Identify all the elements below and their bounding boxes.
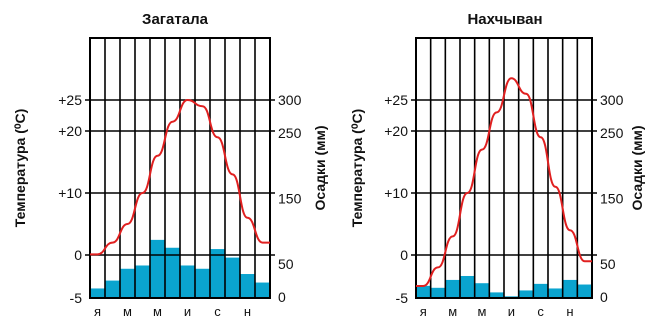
y-axis-label-right: Осадки (мм) xyxy=(629,125,645,210)
precip-tick-label: 50 xyxy=(600,256,616,272)
precip-bar xyxy=(165,247,180,298)
precip-tick-label: 0 xyxy=(600,289,608,305)
precip-bar xyxy=(150,239,165,298)
precip-tick-label: 50 xyxy=(278,256,294,272)
temp-tick-label: +25 xyxy=(384,92,408,108)
precip-tick-label: 150 xyxy=(278,191,302,207)
y-axis-label-left: Температура (⁰С) xyxy=(349,109,365,227)
month-label: и xyxy=(508,304,515,319)
temp-tick-label: +20 xyxy=(58,123,82,139)
month-label: м xyxy=(123,304,132,319)
precip-tick-label: 250 xyxy=(600,125,624,141)
precip-tick-label: 300 xyxy=(278,92,302,108)
month-label: с xyxy=(214,304,221,319)
precip-bar xyxy=(225,257,240,298)
precip-bar xyxy=(518,290,534,298)
temperature-line xyxy=(90,98,270,256)
precip-bar xyxy=(562,279,578,298)
precip-bar xyxy=(460,275,475,298)
temp-tick-label: +10 xyxy=(384,185,408,201)
month-label: и xyxy=(184,304,191,319)
chart-zagatala: Загатала +25 +20 +10 0 -5 300 250 150 50 0 я м м и с н Те… xyxy=(12,11,328,319)
month-label: с xyxy=(537,304,544,319)
temp-tick-label: -5 xyxy=(396,290,409,306)
month-label: м xyxy=(478,304,487,319)
y-axis-label-right: Осадки (мм) xyxy=(312,125,328,210)
month-label: н xyxy=(566,304,573,319)
month-label: н xyxy=(244,304,251,319)
chart-title: Нахчыван xyxy=(467,11,542,28)
precip-bar xyxy=(90,288,105,298)
month-label: м xyxy=(153,304,162,319)
precip-tick-label: 0 xyxy=(278,289,286,305)
temp-tick-label: +20 xyxy=(384,123,408,139)
precip-bar xyxy=(195,268,210,298)
precip-bar xyxy=(105,280,120,298)
precip-tick-label: 250 xyxy=(278,125,302,141)
chart-title: Загатала xyxy=(142,11,209,28)
precip-bar xyxy=(489,292,504,298)
temp-tick-label: -5 xyxy=(70,290,83,306)
precip-bar xyxy=(474,283,490,298)
plot-frame xyxy=(415,37,593,299)
precip-bar xyxy=(445,279,460,298)
temp-tick-label: +25 xyxy=(58,92,82,108)
temp-tick-label: +10 xyxy=(58,185,82,201)
precip-bar xyxy=(430,287,446,298)
precip-bar xyxy=(533,283,548,298)
precip-bar xyxy=(577,284,592,298)
precip-bar xyxy=(240,274,255,298)
plot-frame xyxy=(89,37,271,299)
temp-tick-label: 0 xyxy=(74,247,82,263)
temperature-line xyxy=(415,77,592,287)
precip-bar xyxy=(255,282,270,298)
precip-tick-label: 150 xyxy=(600,191,624,207)
precip-bar xyxy=(120,268,135,298)
chart-nakhchivan: Нахчыван +25 +20 +10 0 -5 300 250 150 50 0 я м м и с н Те… xyxy=(349,11,645,319)
month-label: я xyxy=(420,304,427,319)
month-label: м xyxy=(448,304,457,319)
precip-bar xyxy=(135,265,150,298)
precip-bar xyxy=(210,249,225,298)
precip-bar xyxy=(548,288,563,298)
temp-tick-label: 0 xyxy=(400,247,408,263)
precip-tick-label: 300 xyxy=(600,92,624,108)
precip-bar xyxy=(180,265,195,298)
precip-bar xyxy=(416,285,431,298)
y-axis-label-left: Температура (⁰С) xyxy=(12,109,28,227)
month-label: я xyxy=(94,304,101,319)
